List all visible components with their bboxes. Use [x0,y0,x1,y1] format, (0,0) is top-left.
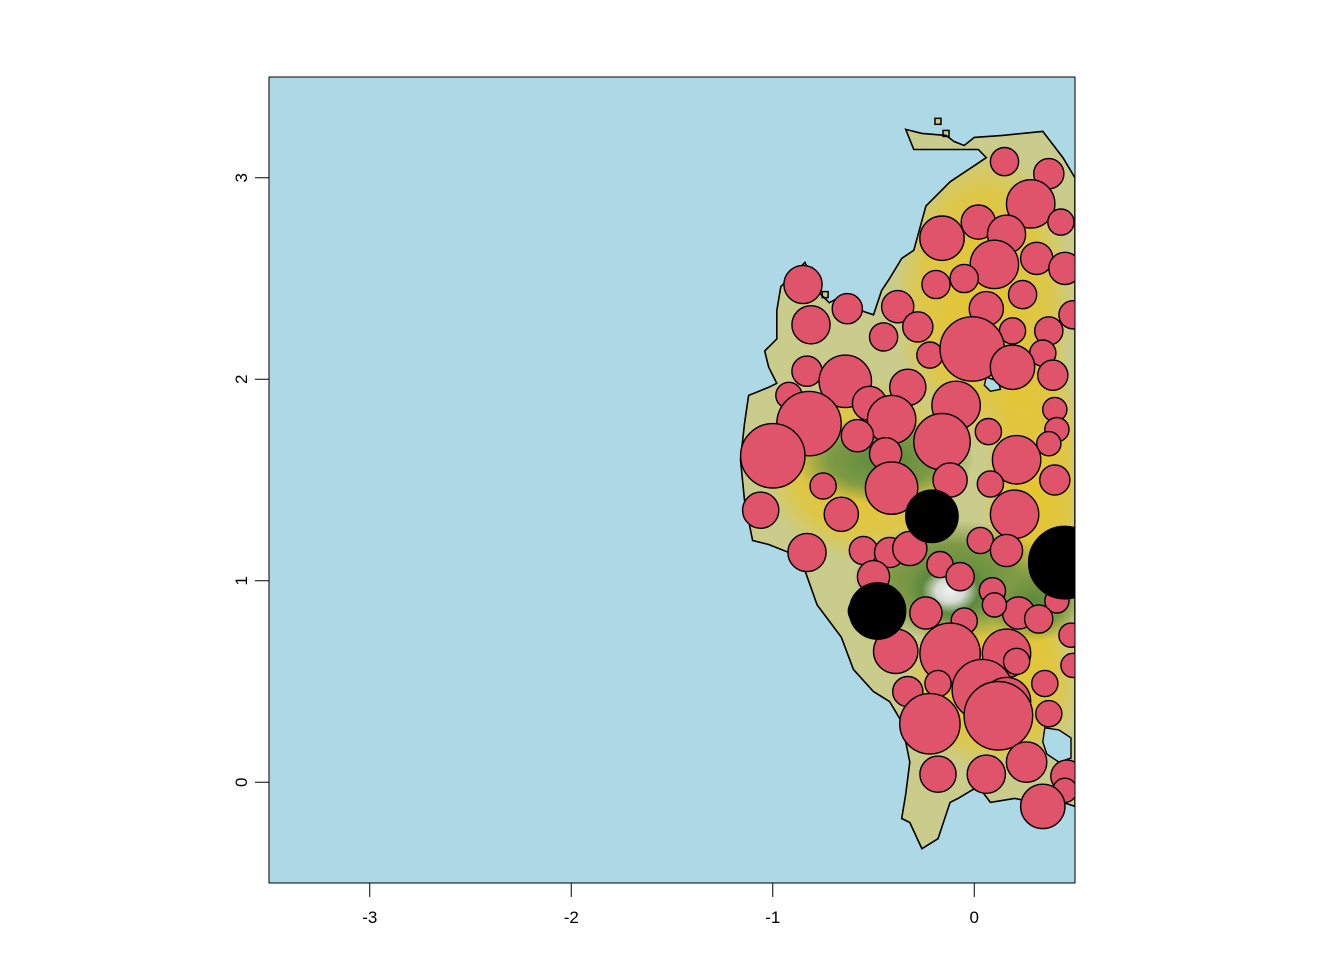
point-2 [1005,178,1056,229]
point-86 [966,754,1007,795]
highlight-point-2 [848,582,907,640]
point-15 [880,289,915,324]
point-18 [791,304,831,345]
data-points [739,146,1075,830]
point-58 [989,533,1024,568]
point-39 [974,417,1003,446]
point-27 [791,355,823,388]
point-61 [945,561,975,592]
point-74 [1002,647,1031,676]
point-30 [1037,359,1069,392]
y-tick-label-0: 0 [232,778,251,787]
point-7 [969,239,1020,290]
point-48 [864,461,919,515]
highlight-point-1 [1027,525,1075,600]
plot-area [269,77,1075,883]
point-70 [1058,622,1075,648]
islet-1 [934,117,942,126]
point-84 [1005,741,1048,783]
point-75 [1060,652,1075,679]
point-0 [989,146,1020,177]
point-42 [739,422,806,489]
x-tick-label-0: -3 [362,908,377,927]
y-tick-label-3: 3 [232,173,251,182]
point-76 [1031,669,1059,698]
point-51 [823,496,860,533]
point-22 [868,322,899,352]
point-36 [866,394,917,445]
point-10 [949,263,980,294]
point-11 [921,269,951,300]
point-89 [1019,783,1066,830]
x-axis: -3 -2 -1 0 [362,882,979,927]
y-tick-label-1: 1 [232,576,251,585]
point-26 [989,344,1036,391]
point-9 [1048,251,1075,286]
point-12 [783,264,823,305]
point-82 [1035,699,1063,728]
point-23 [916,341,944,369]
x-tick-label-2: -1 [765,908,780,927]
point-13 [1007,279,1038,310]
point-44 [991,434,1042,485]
point-67 [981,592,1008,618]
point-52 [989,489,1040,540]
point-8 [1019,241,1054,276]
point-40 [913,412,971,471]
y-tick-label-2: 2 [232,375,251,384]
point-49 [976,470,1005,498]
point-47 [809,472,837,500]
point-83 [899,692,961,755]
point-16 [831,292,864,325]
point-38 [840,418,875,453]
point-77 [924,669,952,698]
point-3 [1047,208,1075,236]
point-46 [1039,464,1071,496]
y-axis: 0 1 2 3 [232,173,270,787]
point-85 [919,755,957,794]
highlight-point-0 [905,489,959,544]
point-53 [966,526,995,555]
point-41 [1036,430,1062,457]
point-6 [919,215,965,262]
point-19 [902,311,934,343]
point-50 [741,491,780,530]
point-54 [787,532,827,573]
point-81 [963,680,1034,751]
point-66 [909,596,943,630]
point-68 [1023,604,1054,634]
x-tick-label-1: -2 [564,908,579,927]
x-tick-label-3: 0 [970,908,979,927]
point-17 [1058,300,1075,330]
